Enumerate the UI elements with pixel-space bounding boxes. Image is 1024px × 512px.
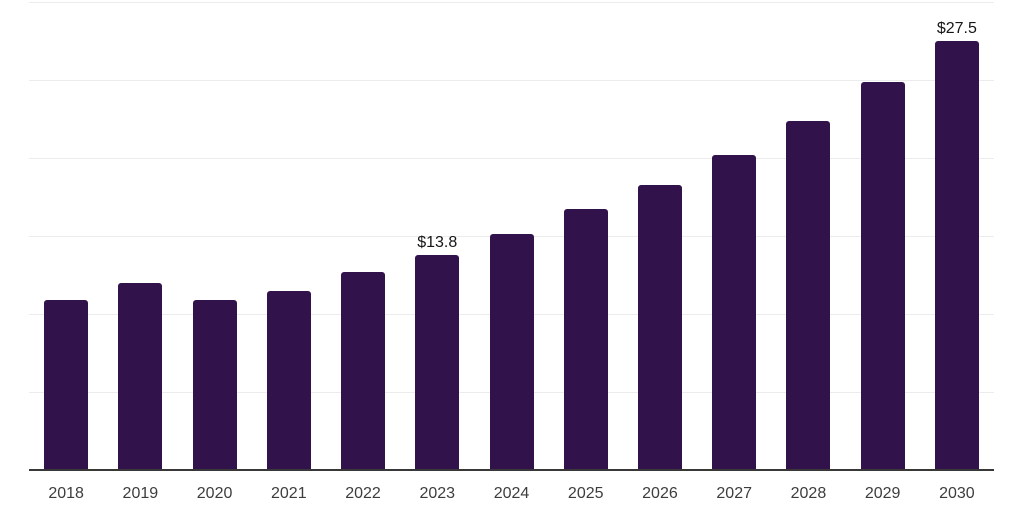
x-tick-label-2024: 2024 — [493, 485, 530, 502]
x-tick-label-2027: 2027 — [716, 485, 752, 502]
x-tick-label-2021: 2021 — [271, 485, 307, 502]
bar-2021 — [266, 290, 311, 470]
bar-2018 — [44, 299, 89, 470]
bar-2020 — [192, 299, 237, 470]
x-tick-label-2028: 2028 — [790, 485, 827, 502]
bar-2030 — [934, 41, 979, 470]
x-tick-label-2020: 2020 — [196, 485, 233, 502]
bar-2023 — [415, 254, 460, 470]
bar-2019 — [118, 282, 163, 470]
x-tick-label-2023: 2023 — [419, 485, 456, 502]
bar-2026 — [637, 184, 682, 470]
x-tick-label-2030: 2030 — [939, 485, 975, 502]
x-tick-label-2029: 2029 — [864, 485, 901, 502]
bar-value-label-2023: $13.8 — [417, 233, 458, 251]
bar-2027 — [712, 154, 757, 470]
x-tick-label-2018: 2018 — [48, 485, 84, 502]
bar-2024 — [489, 234, 534, 470]
gridline-30 — [29, 2, 994, 3]
x-tick-label-2026: 2026 — [642, 485, 678, 502]
x-tick-label-2025: 2025 — [567, 485, 604, 502]
x-tick-label-2019: 2019 — [122, 485, 159, 502]
gridline-25 — [29, 80, 994, 81]
bar-2028 — [786, 120, 831, 470]
bar-2029 — [860, 81, 905, 470]
gridline-20 — [29, 158, 994, 159]
bar-2025 — [563, 209, 608, 470]
bar-2022 — [341, 271, 386, 470]
x-tick-label-2022: 2022 — [345, 485, 381, 502]
x-axis-line — [29, 469, 994, 471]
bar-value-label-2030: $27.5 — [936, 20, 977, 37]
